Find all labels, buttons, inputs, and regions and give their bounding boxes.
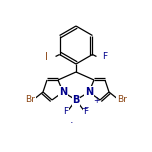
Text: Br: Br	[117, 95, 127, 105]
Text: F: F	[63, 107, 69, 116]
Text: +: +	[93, 96, 99, 105]
Text: B: B	[72, 95, 80, 105]
Text: N: N	[59, 87, 67, 97]
Text: I: I	[45, 52, 48, 62]
Text: .: .	[70, 115, 74, 125]
Text: Br: Br	[25, 95, 35, 105]
Text: N: N	[85, 87, 93, 97]
Text: F: F	[102, 52, 107, 61]
Text: F: F	[83, 107, 89, 116]
Text: −: −	[81, 104, 87, 113]
